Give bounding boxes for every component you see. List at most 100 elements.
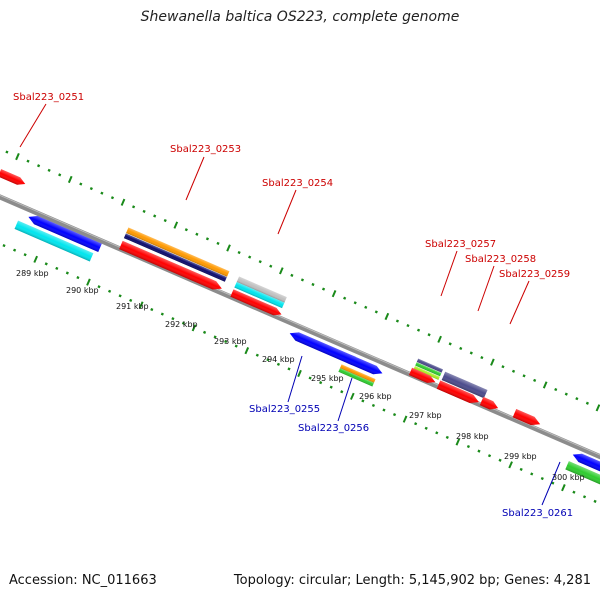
scale-label: 292 kbp xyxy=(165,320,198,329)
minor-tick xyxy=(97,285,101,289)
minor-tick xyxy=(47,168,51,172)
scale-label: 300 kbp xyxy=(552,473,585,482)
scale-label: 296 kbp xyxy=(359,392,392,401)
minor-tick xyxy=(79,182,83,186)
scale-label: 299 kbp xyxy=(504,452,537,461)
minor-tick xyxy=(300,278,305,282)
gene-label[interactable]: Sbal223_0255 xyxy=(249,404,320,415)
gene-feature-shading xyxy=(230,289,282,316)
minor-tick xyxy=(76,275,80,280)
minor-tick xyxy=(319,381,323,385)
minor-tick xyxy=(269,264,273,268)
scale-label: 291 kbp xyxy=(116,302,149,311)
minor-tick xyxy=(501,365,505,369)
scale-label: 294 kbp xyxy=(262,355,295,364)
minor-tick xyxy=(58,173,62,177)
gene-label[interactable]: Sbal223_0257 xyxy=(425,239,496,250)
gene-feature-shading xyxy=(126,227,230,277)
major-tick xyxy=(297,369,302,378)
scale-label: 298 kbp xyxy=(456,432,489,441)
minor-tick xyxy=(340,390,344,394)
minor-tick xyxy=(435,431,439,435)
minor-tick xyxy=(37,164,41,168)
major-tick xyxy=(279,267,284,275)
gene-feature-shading xyxy=(415,362,442,377)
major-tick xyxy=(402,415,408,423)
gene-feature-shading xyxy=(14,220,94,262)
major-tick xyxy=(173,221,179,229)
major-tick xyxy=(542,381,548,389)
map-title: Shewanella baltica OS223, complete genom… xyxy=(140,9,460,25)
minor-tick xyxy=(153,214,157,218)
leader-line xyxy=(337,377,353,422)
minor-tick xyxy=(216,241,220,245)
scale-label: 293 kbp xyxy=(214,337,247,346)
gene-label[interactable]: Sbal223_0251 xyxy=(13,92,84,103)
minor-tick xyxy=(160,312,164,316)
minor-tick xyxy=(480,355,484,360)
gene-labels: Sbal223_0251 Sbal223_0253 Sbal223_0254 Sbal… xyxy=(13,92,573,519)
gene-label[interactable]: Sbal223_0259 xyxy=(499,269,570,280)
minor-tick xyxy=(65,271,69,275)
gene-feature-shading xyxy=(416,358,443,373)
minor-tick xyxy=(445,435,449,439)
minor-tick xyxy=(361,399,365,403)
minor-tick xyxy=(2,244,6,248)
minor-tick xyxy=(371,403,376,408)
major-tick xyxy=(15,153,20,161)
tick-row-bottom xyxy=(2,244,597,503)
minor-tick xyxy=(150,307,154,312)
gene-feature-shading xyxy=(289,332,356,366)
major-tick xyxy=(33,255,39,263)
minor-tick xyxy=(466,444,470,449)
scale-label: 289 kbp xyxy=(16,269,49,278)
tick-row-top xyxy=(5,150,600,412)
gene-feature-shading xyxy=(340,364,376,383)
minor-tick xyxy=(202,330,207,334)
gene-label[interactable]: Sbal223_0254 xyxy=(262,178,333,189)
minor-tick xyxy=(575,397,579,401)
major-tick xyxy=(595,404,600,412)
major-tick xyxy=(226,244,231,252)
minor-tick xyxy=(276,362,281,366)
minor-tick xyxy=(129,298,133,302)
minor-tick xyxy=(424,426,428,430)
minor-tick xyxy=(118,294,122,298)
minor-tick xyxy=(540,476,544,481)
minor-tick xyxy=(89,187,93,191)
gene-label[interactable]: Sbal223_0258 xyxy=(465,254,536,265)
minor-tick xyxy=(519,467,523,471)
gene-features xyxy=(0,169,600,499)
minor-tick xyxy=(290,273,294,277)
minor-tick xyxy=(255,353,259,357)
minor-tick xyxy=(469,351,473,355)
minor-tick xyxy=(234,344,238,348)
gene-label[interactable]: Sbal223_0261 xyxy=(502,508,573,519)
gene-feature-shading xyxy=(565,461,600,499)
minor-tick xyxy=(131,205,136,209)
gene-label[interactable]: Sbal223_0253 xyxy=(170,144,241,155)
minor-tick xyxy=(248,255,252,259)
gene-feature-shading xyxy=(512,408,541,426)
minor-tick xyxy=(184,228,188,232)
major-tick xyxy=(490,358,495,366)
major-tick xyxy=(244,347,250,355)
minor-tick xyxy=(511,369,516,373)
scale-label: 295 kbp xyxy=(311,374,344,383)
minor-tick xyxy=(343,296,347,300)
minor-tick xyxy=(427,333,431,337)
minor-tick xyxy=(181,321,186,325)
minor-tick xyxy=(163,218,167,223)
minor-tick xyxy=(107,289,112,293)
gene-feature-shading xyxy=(234,282,285,309)
minor-tick xyxy=(195,232,199,236)
minor-tick xyxy=(392,413,397,417)
minor-tick xyxy=(382,408,386,412)
gene-feature-shading xyxy=(0,169,26,185)
minor-tick xyxy=(258,260,262,264)
major-tick xyxy=(67,175,73,184)
genome-backbone xyxy=(0,182,600,486)
gene-feature-shading xyxy=(441,371,488,399)
gene-label[interactable]: Sbal223_0256 xyxy=(298,423,369,434)
minor-tick xyxy=(224,339,228,344)
